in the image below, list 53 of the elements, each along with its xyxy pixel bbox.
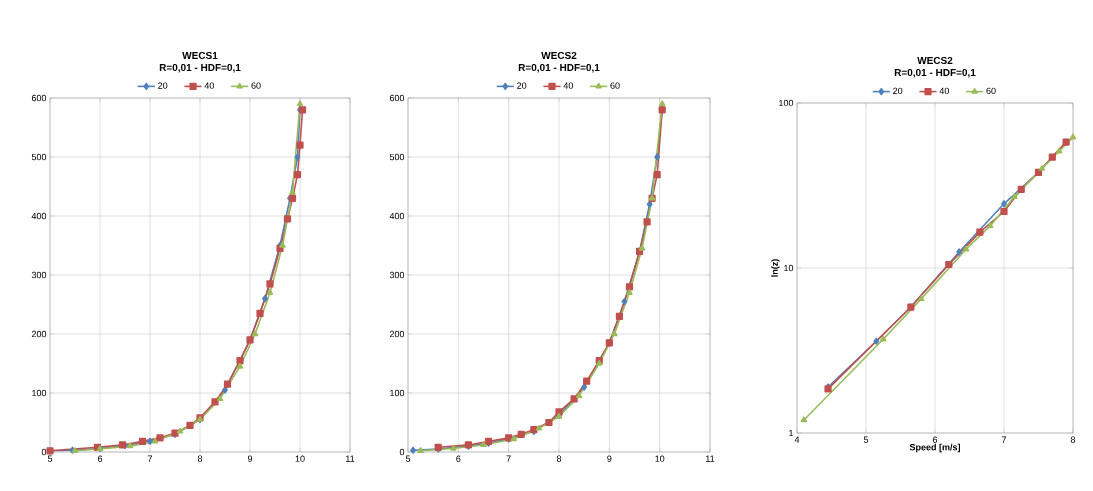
x-tick-label: 6: [932, 436, 938, 443]
chart-title: WECS1: [182, 51, 218, 60]
legend-label: 40: [939, 87, 949, 95]
x-tick-label: 9: [607, 455, 612, 462]
x-axis-title: Speed [m/s]: [909, 443, 960, 453]
x-tick-label: 6: [97, 455, 103, 462]
x-tick-label: 5: [47, 455, 53, 462]
y-tick-label: 100: [779, 99, 794, 107]
x-tick-label: 7: [147, 455, 153, 462]
legend-label: 20: [517, 82, 527, 89]
y-tick-label: 200: [389, 330, 405, 338]
x-tick-label: 8: [1070, 436, 1076, 443]
y-tick-label: 500: [389, 153, 405, 161]
legend-label: 60: [610, 82, 620, 89]
legend-label: 20: [893, 87, 903, 95]
y-tick-label: 600: [31, 94, 47, 102]
y-tick-label: 600: [389, 94, 405, 102]
y-tick-label: 400: [31, 212, 47, 220]
x-tick-label: 10: [655, 455, 665, 462]
y-tick-label: 1: [789, 429, 794, 437]
y-tick-label: 300: [31, 271, 47, 279]
x-tick-label: 6: [456, 455, 461, 462]
chart-subtitle: R=0,01 - HDF=0,1: [518, 63, 600, 73]
y-tick-label: 200: [31, 330, 47, 338]
x-tick-label: 5: [405, 455, 411, 462]
legend-label: 20: [158, 82, 168, 89]
x-tick-label: 5: [863, 436, 869, 443]
y-tick-label: 10: [784, 264, 794, 272]
y-tick-label: 100: [390, 389, 405, 397]
x-tick-label: 4: [794, 436, 800, 443]
y-tick-label: 0: [41, 448, 47, 456]
chart-subtitle: R=0,01 - HDF=0,1: [894, 68, 976, 78]
legend-label: 40: [204, 82, 214, 89]
x-tick-label: 7: [506, 455, 511, 462]
x-tick-label: 10: [295, 455, 305, 462]
x-tick-label: 8: [197, 455, 203, 462]
chart-title: WECS2: [541, 51, 577, 60]
y-tick-label: 400: [389, 212, 405, 220]
y-tick-label: 500: [31, 153, 47, 161]
x-tick-label: 11: [706, 455, 715, 462]
legend-label: 40: [563, 82, 573, 89]
x-tick-label: 8: [556, 455, 562, 462]
y-axis-title: ln(z): [771, 259, 780, 277]
x-tick-label: 9: [247, 455, 253, 462]
x-tick-label: 7: [1001, 436, 1007, 443]
chart-title: WECS2: [917, 56, 953, 65]
y-tick-label: 0: [399, 448, 405, 456]
chart-subtitle: R=0,01 - HDF=0,1: [159, 63, 241, 73]
y-tick-label: 100: [32, 389, 47, 397]
x-tick-label: 11: [346, 455, 355, 462]
y-tick-label: 300: [389, 271, 405, 279]
legend-label: 60: [251, 82, 261, 89]
legend-label: 60: [986, 87, 996, 95]
